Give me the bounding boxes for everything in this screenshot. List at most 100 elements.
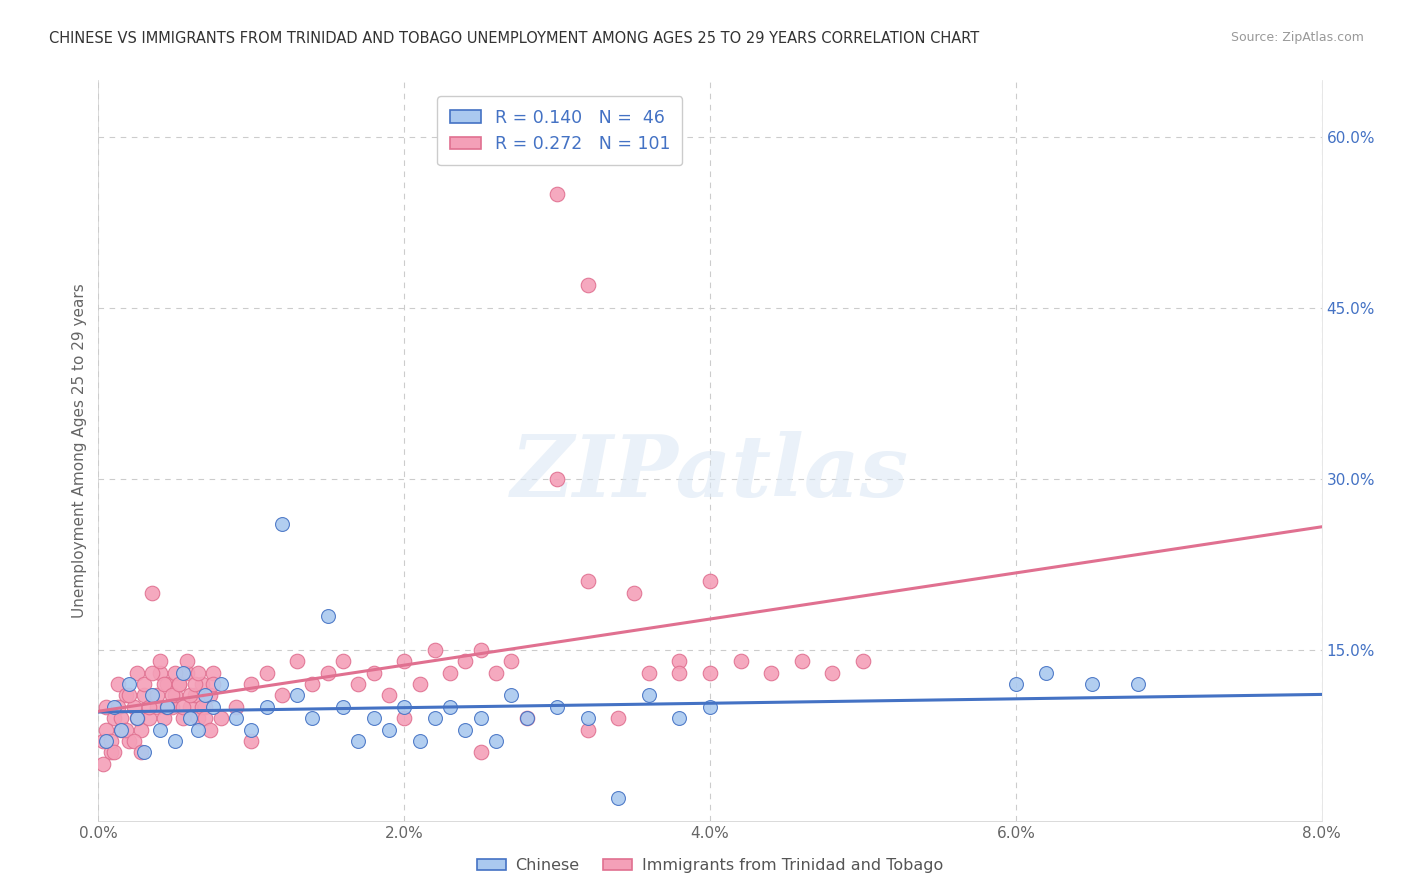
Point [122, 699, 145, 714]
Point [301, 677, 323, 691]
Point [668, 665, 690, 680]
Point [198, 689, 221, 703]
Point [187, 711, 209, 725]
Point [141, 689, 163, 703]
Point [607, 711, 630, 725]
Point [107, 699, 129, 714]
Point [637, 689, 661, 703]
Point [110, 723, 132, 737]
Point [790, 654, 813, 668]
Point [163, 665, 186, 680]
Point [94, 723, 117, 737]
Point [125, 711, 148, 725]
Point [184, 689, 207, 703]
Point [454, 654, 477, 668]
Point [301, 711, 323, 725]
Point [202, 677, 225, 691]
Point [699, 699, 721, 714]
Point [110, 723, 132, 737]
Text: CHINESE VS IMMIGRANTS FROM TRINIDAD AND TOBAGO UNEMPLOYMENT AMONG AGES 25 TO 29 : CHINESE VS IMMIGRANTS FROM TRINIDAD AND … [49, 31, 980, 46]
Point [501, 654, 523, 668]
Point [156, 677, 179, 691]
Point [1081, 677, 1104, 691]
Point [240, 723, 263, 737]
Point [1128, 677, 1150, 691]
Point [392, 654, 416, 668]
Point [118, 677, 141, 691]
Point [145, 689, 167, 703]
Point [187, 723, 209, 737]
Point [100, 734, 122, 748]
Point [363, 711, 385, 725]
Point [176, 654, 198, 668]
Point [285, 654, 308, 668]
Point [125, 665, 148, 680]
Point [485, 665, 508, 680]
Point [153, 711, 176, 725]
Point [439, 699, 461, 714]
Point [110, 711, 132, 725]
Point [103, 745, 125, 759]
Point [194, 711, 217, 725]
Point [668, 711, 690, 725]
Point [501, 689, 523, 703]
Point [347, 677, 370, 691]
Point [516, 711, 538, 725]
Point [153, 677, 176, 691]
Point [392, 699, 416, 714]
Point [169, 677, 191, 691]
Point [149, 654, 172, 668]
Point [332, 654, 354, 668]
Point [454, 723, 477, 737]
Point [141, 586, 163, 600]
Point [202, 699, 225, 714]
Point [470, 642, 492, 657]
Point [156, 699, 179, 714]
Point [546, 699, 568, 714]
Point [138, 699, 160, 714]
Point [576, 723, 599, 737]
Point [202, 665, 225, 680]
Point [103, 699, 125, 714]
Point [485, 734, 508, 748]
Point [392, 711, 416, 725]
Point [179, 699, 201, 714]
Text: ZIPatlas: ZIPatlas [510, 431, 910, 515]
Point [141, 665, 163, 680]
Point [145, 699, 167, 714]
Point [347, 734, 370, 748]
Point [169, 677, 191, 691]
Point [470, 711, 492, 725]
Point [363, 665, 385, 680]
Point [191, 699, 214, 714]
Point [115, 723, 138, 737]
Point [94, 734, 117, 748]
Point [240, 677, 263, 691]
Point [759, 665, 782, 680]
Point [138, 711, 160, 725]
Point [699, 665, 721, 680]
Point [699, 574, 721, 589]
Point [408, 734, 430, 748]
Point [209, 711, 232, 725]
Point [209, 677, 232, 691]
Point [225, 711, 247, 725]
Point [172, 711, 194, 725]
Point [378, 689, 401, 703]
Point [149, 665, 172, 680]
Legend: Chinese, Immigrants from Trinidad and Tobago: Chinese, Immigrants from Trinidad and To… [471, 852, 949, 880]
Point [100, 745, 122, 759]
Point [172, 665, 194, 680]
Point [129, 745, 152, 759]
Point [423, 642, 446, 657]
Point [198, 723, 221, 737]
Point [176, 665, 198, 680]
Point [194, 699, 217, 714]
Point [149, 723, 172, 737]
Point [134, 677, 156, 691]
Point [91, 756, 114, 771]
Point [576, 278, 599, 293]
Point [423, 711, 446, 725]
Point [546, 472, 568, 486]
Point [240, 734, 263, 748]
